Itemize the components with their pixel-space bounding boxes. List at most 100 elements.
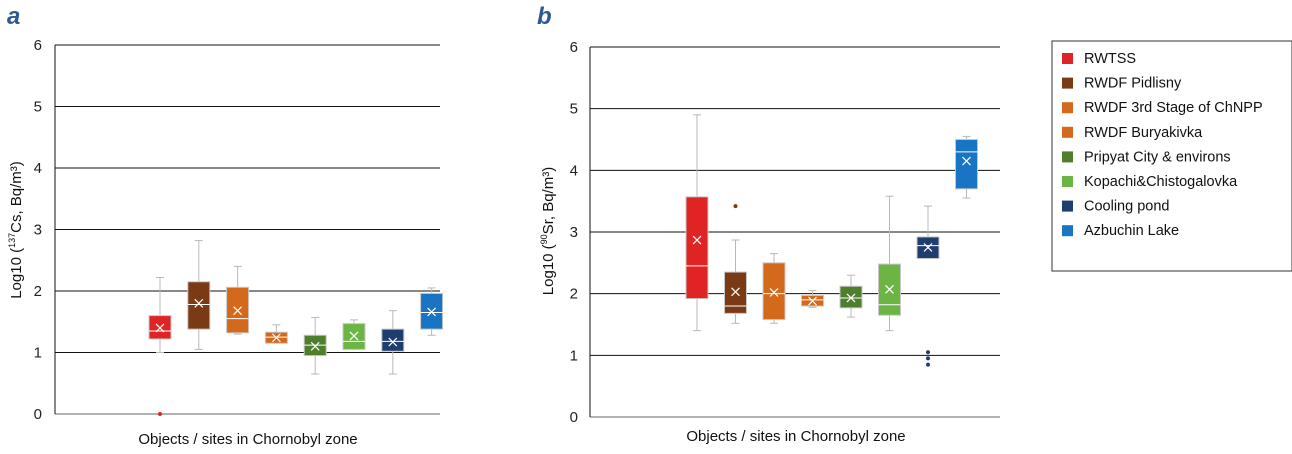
y-tick-1: 1 [34, 345, 42, 362]
box-iqr [381, 328, 405, 352]
legend-swatch [1062, 77, 1073, 89]
box-kopachi-chistogalovka [342, 319, 366, 350]
legend-label: Azbuchin Lake [1084, 223, 1179, 239]
legend-swatch [1062, 176, 1073, 187]
outlier-point [926, 350, 930, 355]
legend-swatch [1062, 225, 1073, 237]
mean-marker [271, 333, 281, 343]
y-tick-3: 3 [34, 222, 42, 239]
box-plots [685, 114, 978, 367]
box-rwtss [685, 114, 709, 332]
y-axis-title: Log10 (137Cs, Bq/m³) [7, 161, 25, 299]
y-tick-labels: 0 1 2 3 4 5 6 [34, 37, 42, 423]
panel-a: a 0 1 2 3 4 5 6 Objects / sites in Chornobyl z… [7, 3, 444, 448]
box-iqr [762, 262, 786, 321]
mean-marker [962, 156, 971, 166]
legend-swatch [1062, 200, 1073, 212]
y-tick-labels: 0 1 2 3 4 5 6 [570, 39, 578, 426]
box-pripyat-city-environs [303, 316, 327, 375]
legend-label: RWDF Pidlisny [1084, 76, 1182, 92]
y-tick-1: 1 [570, 347, 578, 364]
mean-marker [923, 242, 933, 252]
legend-swatch [1062, 126, 1073, 138]
mean-marker [388, 337, 398, 347]
legend-label: Kopachi&Chistogalovka [1084, 174, 1238, 190]
y-tick-2: 2 [570, 286, 578, 303]
mean-marker [731, 287, 740, 297]
mean-marker [427, 307, 437, 317]
box-azbuchin-lake [955, 135, 978, 199]
box-iqr [955, 139, 978, 190]
gridlines [589, 46, 1000, 418]
legend-swatch [1062, 102, 1073, 114]
legend-item-pripyat-city-environs: Pripyat City & environs [1062, 149, 1231, 165]
mean-marker [769, 288, 779, 297]
mean-marker [349, 331, 359, 341]
mean-marker [155, 323, 165, 333]
y-tick-5: 5 [570, 101, 578, 118]
mean-marker [885, 284, 894, 294]
mean-marker [808, 296, 817, 306]
y-tick-4: 4 [34, 160, 42, 177]
y-tick-0: 0 [34, 406, 42, 423]
box-rwdf-pidlisny [187, 240, 211, 350]
outlier-point [926, 362, 930, 367]
box-rwdf-3rd-stage-of-chnpp [226, 265, 250, 335]
y-tick-6: 6 [34, 37, 42, 54]
legend-item-kopachi-chistogalovka: Kopachi&Chistogalovka [1062, 174, 1238, 190]
box-rwdf-buryakivka [801, 290, 824, 308]
mean-marker [194, 298, 204, 308]
y-tick-6: 6 [570, 39, 578, 56]
x-axis-title: Objects / sites in Chornobyl zone [138, 431, 357, 448]
legend-frame [1051, 40, 1292, 272]
box-kopachi-chistogalovka [878, 195, 901, 332]
panel-letter-a: a [7, 3, 20, 30]
box-rwdf-pidlisny [724, 204, 747, 324]
y-tick-3: 3 [570, 224, 578, 241]
y-axis-title: Log10 (90Sr, Bq/m³) [539, 167, 557, 295]
y-tick-2: 2 [34, 283, 42, 300]
y-tick-5: 5 [34, 99, 42, 116]
mean-marker [846, 293, 856, 303]
box-iqr [839, 285, 863, 309]
legend-label: RWDF Buryakivka [1084, 125, 1203, 141]
box-rwtss [148, 276, 172, 416]
box-iqr [724, 271, 747, 314]
legend-item-rwdf-buryakivka: RWDF Buryakivka [1062, 125, 1203, 141]
legend-swatch [1062, 151, 1073, 163]
box-iqr [187, 281, 211, 330]
legend-label: RWTSS [1084, 51, 1136, 67]
legend-item-rwtss: RWTSS [1062, 51, 1136, 67]
mean-marker [233, 306, 243, 316]
y-tick-0: 0 [570, 409, 578, 426]
legend-items: RWTSS RWDF Pidlisny RWDF 3rd Stage of ChNP… [1062, 51, 1263, 239]
box-pripyat-city-environs [839, 274, 863, 318]
box-rwdf-3rd-stage-of-chnpp [762, 253, 786, 324]
y-tick-4: 4 [570, 162, 578, 179]
legend-label: Cooling pond [1084, 199, 1169, 215]
panel-b: b 0 1 2 3 4 5 6 Objects / sites in Chornobyl z… [537, 3, 1000, 445]
legend-item-cooling-pond: Cooling pond [1062, 199, 1169, 215]
legend-item-rwdf-pidlisny: RWDF Pidlisny [1062, 76, 1182, 92]
legend-item-azbuchin-lake: Azbuchin Lake [1062, 223, 1179, 239]
legend-label: RWDF 3rd Stage of ChNPP [1084, 100, 1263, 116]
box-plots [148, 240, 444, 416]
mean-marker [310, 341, 320, 351]
outlier-point [926, 356, 930, 361]
box-cooling-pond [916, 205, 940, 367]
legend-swatch [1062, 53, 1073, 64]
legend-label: Pripyat City & environs [1084, 149, 1231, 165]
legend-item-rwdf-3rd-stage-of-chnpp: RWDF 3rd Stage of ChNPP [1062, 100, 1263, 116]
outlier-point [158, 412, 162, 416]
legend: RWTSS RWDF Pidlisny RWDF 3rd Stage of ChNP… [1051, 40, 1292, 272]
mean-marker [692, 235, 702, 245]
box-azbuchin-lake [420, 287, 444, 336]
outlier-point [733, 204, 738, 209]
box-rwdf-buryakivka [264, 324, 288, 344]
x-axis-title: Objects / sites in Chornobyl zone [686, 428, 905, 445]
panel-letter-b: b [537, 3, 552, 30]
box-iqr [685, 196, 709, 300]
gridlines [54, 44, 440, 415]
box-cooling-pond [381, 310, 405, 375]
